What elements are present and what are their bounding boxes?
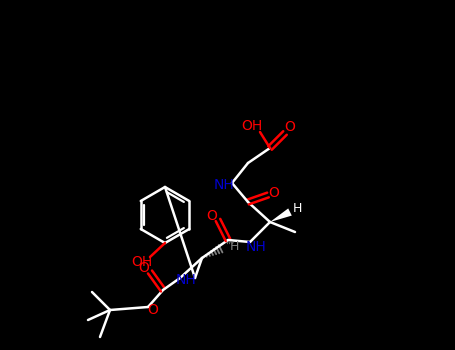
Polygon shape <box>270 208 292 222</box>
Text: H: H <box>229 239 239 252</box>
Text: O: O <box>147 303 158 317</box>
Text: O: O <box>139 261 149 275</box>
Text: ’’’: ’’’ <box>225 242 234 252</box>
Text: H: H <box>292 203 302 216</box>
Text: NH: NH <box>246 240 266 254</box>
Text: O: O <box>284 120 295 134</box>
Text: NH: NH <box>214 178 234 192</box>
Text: NH: NH <box>176 273 197 287</box>
Text: O: O <box>268 186 279 200</box>
Text: OH: OH <box>131 255 152 269</box>
Text: O: O <box>207 209 217 223</box>
Text: OH: OH <box>241 119 263 133</box>
